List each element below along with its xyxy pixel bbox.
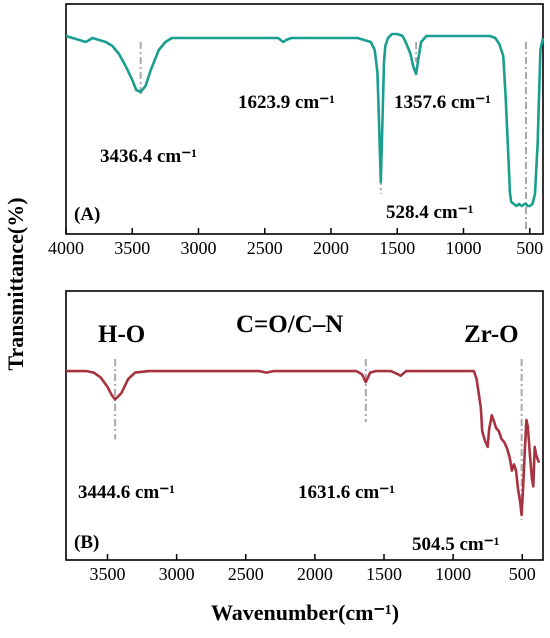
- group-label-h-o: H-O: [98, 321, 145, 348]
- group-label-c-o-c-n: C=O/C–N: [236, 311, 343, 338]
- panel-a-spectrum-line: [65, 32, 545, 208]
- x-tick-label: 1500: [366, 564, 402, 584]
- panel-b-peak-label-3445: 3444.6 cm⁻¹: [78, 482, 175, 503]
- y-axis-title: Transmittance(%): [3, 197, 28, 370]
- panel-a-frame: [65, 3, 544, 235]
- x-tick-label: 2500: [228, 564, 264, 584]
- x-tick-label: 1000: [446, 238, 482, 258]
- x-tick-label: 2500: [247, 238, 283, 258]
- panel-b-peak-label-505: 504.5 cm⁻¹: [412, 534, 500, 555]
- panel-b-peak-label-1632: 1631.6 cm⁻¹: [298, 482, 395, 503]
- panel-a-peak-label-1358: 1357.6 cm⁻¹: [394, 92, 491, 113]
- x-tick-label: 4000: [48, 238, 84, 258]
- x-tick-label: 3500: [89, 564, 125, 584]
- x-tick-label: 2000: [313, 238, 349, 258]
- panel-b-x-ticks: 3500 3000 2500 2000 1500 1000 500: [89, 554, 536, 584]
- x-tick-label: 1500: [379, 238, 415, 258]
- x-tick-label: 2000: [297, 564, 333, 584]
- x-tick-label: 3500: [114, 238, 150, 258]
- panel-a-peak-label-528: 528.4 cm⁻¹: [386, 202, 474, 223]
- panel-a-peak-label-1624: 1623.9 cm⁻¹: [238, 92, 335, 113]
- x-axis-title: Wavenumber(cm⁻¹): [211, 600, 399, 625]
- x-tick-label: 3000: [159, 564, 195, 584]
- panel-a-label: (A): [74, 204, 100, 225]
- panel-a-x-ticks: 4000 3500 3000 2500 2000 1500 1000 500: [48, 228, 543, 258]
- x-tick-label: 500: [509, 564, 536, 584]
- panel-b: 3500 3000 2500 2000 1500 1000 500 (B) H-O C=O/…: [65, 290, 544, 584]
- x-tick-label: 500: [516, 238, 543, 258]
- panel-a: 4000 3500 3000 2500 2000 1500 1000 500 (A) 3436…: [48, 3, 545, 258]
- panel-b-label: (B): [74, 532, 99, 553]
- x-tick-label: 3000: [181, 238, 217, 258]
- panel-b-frame: [65, 290, 544, 561]
- panel-a-peak-label-3436: 3436.4 cm⁻¹: [100, 146, 197, 167]
- x-tick-label: 1000: [435, 564, 471, 584]
- group-label-zr-o: Zr-O: [464, 321, 519, 348]
- panel-b-spectrum-line: [66, 369, 541, 517]
